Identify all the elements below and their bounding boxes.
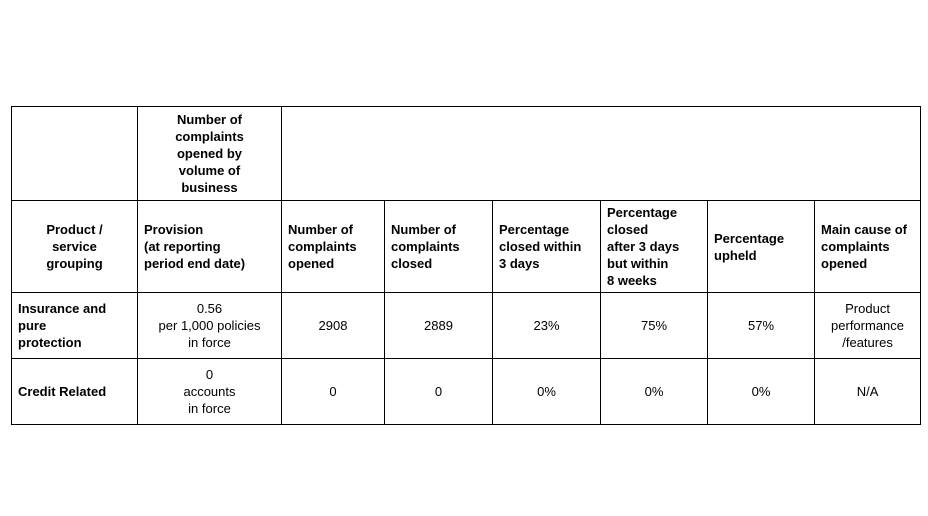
corner-cell: [11, 106, 138, 201]
credit-opened: 0: [281, 358, 385, 425]
header-provision: Provision (at reporting period end date): [137, 200, 282, 293]
column-header-row: Product / service grouping Provision (at…: [11, 200, 922, 293]
row-label-insurance: Insurance and pure protection: [11, 292, 138, 359]
header-percentage-upheld: Percentage upheld: [707, 200, 815, 293]
header-product-service-grouping: Product / service grouping: [11, 200, 138, 293]
table-row-insurance: Insurance and pure protection 0.56 per 1…: [11, 292, 922, 359]
credit-upheld: 0%: [707, 358, 815, 425]
header-complaints-closed: Number of complaints closed: [384, 200, 493, 293]
insurance-opened: 2908: [281, 292, 385, 359]
row-label-credit-related: Credit Related: [11, 358, 138, 425]
credit-closed-within-3-days: 0%: [492, 358, 601, 425]
volume-row-filler: [280, 106, 922, 201]
insurance-closed-within-3-days: 23%: [492, 292, 601, 359]
header-closed-within-3-days: Percentage closed within 3 days: [492, 200, 601, 293]
insurance-closed: 2889: [384, 292, 493, 359]
volume-header-row: Number of complaints opened by volume of…: [11, 106, 922, 201]
table-row-credit-related: Credit Related 0 accounts in force 0 0 0…: [11, 358, 922, 425]
credit-closed: 0: [384, 358, 493, 425]
insurance-main-cause: Product performance /features: [813, 292, 922, 359]
complaints-table: Number of complaints opened by volume of…: [11, 106, 922, 425]
credit-provision: 0 accounts in force: [137, 358, 282, 425]
insurance-closed-3-days-8-weeks: 75%: [600, 292, 708, 359]
insurance-upheld: 57%: [707, 292, 815, 359]
volume-of-business-header: Number of complaints opened by volume of…: [137, 106, 282, 201]
insurance-provision: 0.56 per 1,000 policies in force: [137, 292, 282, 359]
credit-main-cause: N/A: [813, 358, 922, 425]
header-closed-3-days-8-weeks: Percentage closed after 3 days but withi…: [600, 200, 708, 293]
credit-closed-3-days-8-weeks: 0%: [600, 358, 708, 425]
header-main-cause: Main cause of complaints opened: [813, 200, 922, 293]
header-complaints-opened: Number of complaints opened: [281, 200, 385, 293]
